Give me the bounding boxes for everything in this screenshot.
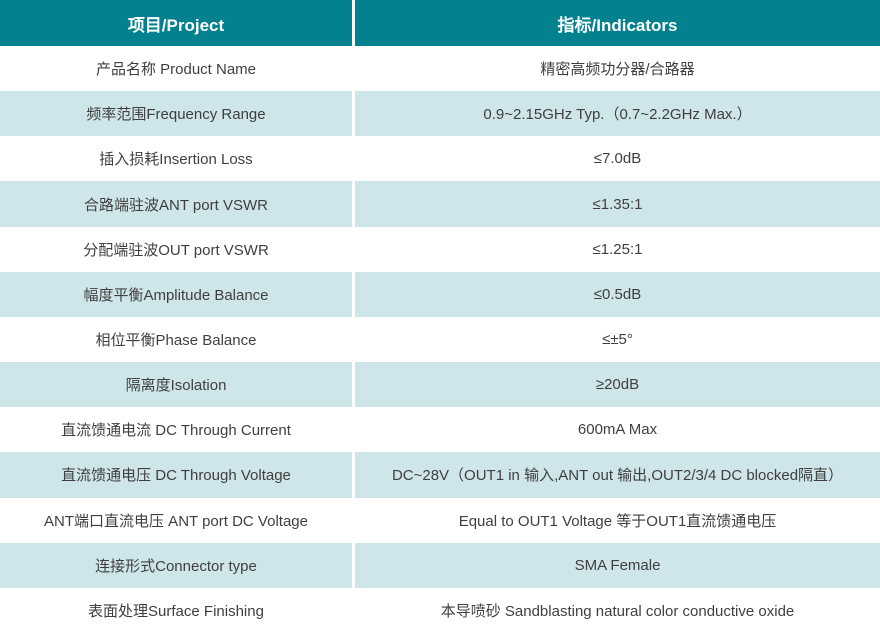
project-cell-frequency-range: 频率范围Frequency Range: [0, 91, 355, 137]
header-cell-indicators: 指标/Indicators: [355, 0, 880, 46]
indicator-cell-product-name: 精密高频功分器/合路器: [355, 46, 880, 92]
indicator-cell-dc-through-voltage: DC~28V（OUT1 in 输入,ANT out 输出,OUT2/3/4 DC…: [355, 452, 880, 498]
indicator-cell-insertion-loss: ≤7.0dB: [355, 136, 880, 182]
project-cell-connector-type: 连接形式Connector type: [0, 542, 355, 588]
indicator-cell-dc-through-current: 600mA Max: [355, 407, 880, 453]
project-cell-ant-port-vswr: 合路端驻波ANT port VSWR: [0, 181, 355, 227]
project-cell-insertion-loss: 插入损耗Insertion Loss: [0, 136, 355, 182]
header-cell-project: 项目/Project: [0, 0, 355, 46]
indicator-cell-out-port-vswr: ≤1.25:1: [355, 226, 880, 272]
indicator-cell-isolation: ≥20dB: [355, 362, 880, 408]
project-cell-dc-through-current: 直流馈通电流 DC Through Current: [0, 407, 355, 453]
project-cell-surface-finishing: 表面处理Surface Finishing: [0, 587, 355, 633]
project-cell-phase-balance: 相位平衡Phase Balance: [0, 316, 355, 363]
indicator-cell-connector-type: SMA Female: [355, 542, 880, 588]
indicator-cell-surface-finishing: 本导喷砂 Sandblasting natural color conducti…: [355, 587, 880, 633]
indicator-cell-ant-port-vswr: ≤1.35:1: [355, 181, 880, 227]
project-cell-isolation: 隔离度Isolation: [0, 362, 355, 408]
project-cell-ant-port-dc-voltage: ANT端口直流电压 ANT port DC Voltage: [0, 497, 355, 543]
indicator-cell-phase-balance: ≤±5°: [355, 316, 880, 363]
project-cell-product-name: 产品名称 Product Name: [0, 46, 355, 92]
indicator-cell-ant-port-dc-voltage: Equal to OUT1 Voltage 等于OUT1直流馈通电压: [355, 497, 880, 543]
indicator-cell-amplitude-balance: ≤0.5dB: [355, 271, 880, 317]
indicator-cell-frequency-range: 0.9~2.15GHz Typ.（0.7~2.2GHz Max.）: [355, 91, 880, 137]
project-cell-dc-through-voltage: 直流馈通电压 DC Through Voltage: [0, 452, 355, 498]
project-cell-amplitude-balance: 幅度平衡Amplitude Balance: [0, 271, 355, 317]
project-cell-out-port-vswr: 分配端驻波OUT port VSWR: [0, 226, 355, 272]
